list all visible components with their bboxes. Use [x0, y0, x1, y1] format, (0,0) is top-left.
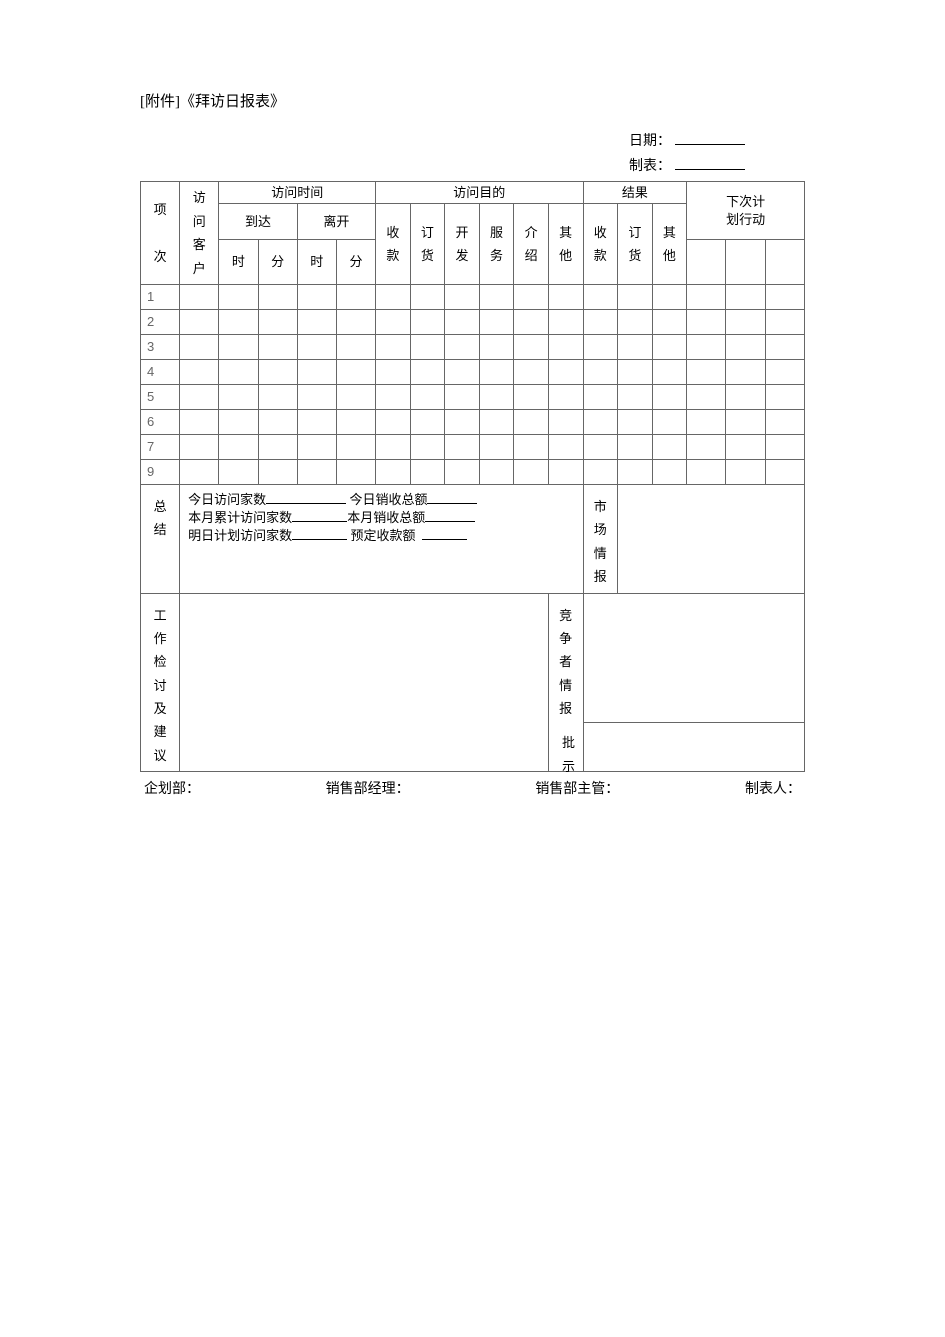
table-row: 7	[141, 434, 805, 459]
hdr-next-s3	[765, 240, 804, 285]
table-row: 4	[141, 359, 805, 384]
hdr-next-s2	[726, 240, 765, 285]
hdr-arrive: 到达	[219, 204, 297, 240]
table-row: 9	[141, 459, 805, 484]
hdr-r-dinghuo: 订货	[618, 204, 653, 285]
hdr-arr-h: 时	[219, 240, 258, 285]
hdr-visit-purpose: 访问目的	[376, 182, 583, 204]
table-row: 2	[141, 309, 805, 334]
hdr-arr-m: 分	[258, 240, 297, 285]
table-row: 6	[141, 409, 805, 434]
review-label: 工作检讨及建议	[141, 593, 180, 772]
market-report-label: 市场情报	[583, 484, 618, 593]
hdr-visit-client: 访问客户	[180, 182, 219, 285]
hdr-lv-h: 时	[297, 240, 336, 285]
hdr-p-kaifa: 开发	[445, 204, 480, 285]
table-row: 1	[141, 284, 805, 309]
footer-f4: 制表人：	[745, 778, 801, 798]
doc-title: [附件]《拜访日报表》	[140, 90, 805, 111]
hdr-p-jieshao: 介绍	[514, 204, 549, 285]
review-cell	[180, 593, 549, 772]
competitor-cell	[583, 593, 805, 723]
maker-label: 制表：	[140, 154, 745, 179]
table-row: 5	[141, 384, 805, 409]
hdr-p-qita: 其他	[548, 204, 583, 285]
hdr-r-qita: 其他	[652, 204, 687, 285]
summary-label: 总结	[141, 484, 180, 593]
report-table: 项 次 访问客户 访问时间 访问目的 结果 下次计划行动 到达 离开 收款 订货…	[140, 181, 805, 772]
footer-signatures: 企划部： 销售部经理： 销售部主管： 制表人：	[140, 772, 805, 798]
hdr-leave: 离开	[297, 204, 375, 240]
hdr-p-fuwu: 服务	[479, 204, 514, 285]
hdr-visit-time: 访问时间	[219, 182, 376, 204]
summary-content: 今日访问家数 今日销收总额 本月累计访问家数本月销收总额 明日计划访问家数 预定…	[180, 484, 583, 593]
hdr-xiangci: 项 次	[141, 182, 180, 285]
hdr-next: 下次计划行动	[687, 182, 805, 240]
market-report-cell	[618, 484, 805, 593]
date-label: 日期：	[140, 129, 745, 154]
hdr-r-shoukuan: 收款	[583, 204, 618, 285]
hdr-p-dinghuo: 订货	[410, 204, 445, 285]
approval-cell: 批示	[583, 723, 805, 772]
hdr-lv-m: 分	[336, 240, 375, 285]
hdr-p-shoukuan: 收款	[376, 204, 411, 285]
footer-f2: 销售部经理：	[326, 778, 410, 798]
footer-f1: 企划部：	[144, 778, 200, 798]
table-row: 3	[141, 334, 805, 359]
hdr-result: 结果	[583, 182, 687, 204]
hdr-next-s1	[687, 240, 726, 285]
